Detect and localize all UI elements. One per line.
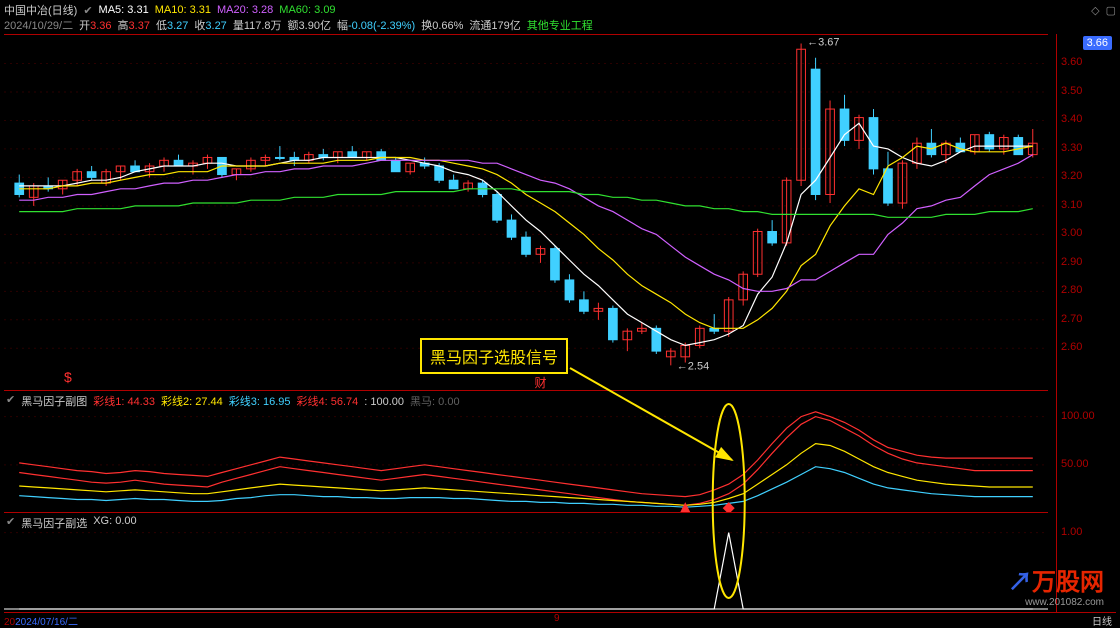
change-value: -0.08(-2.39%) — [348, 20, 415, 32]
open-label: 开 — [79, 20, 90, 32]
svg-text:财: 财 — [534, 376, 546, 390]
footer-date: 2024/07/16/二 — [15, 617, 78, 628]
price-badge: 3.66 — [1083, 36, 1112, 50]
sub2-legend-label: XG: — [93, 515, 112, 527]
low-value: 3.27 — [167, 20, 188, 32]
ma20-label: MA20: — [217, 4, 249, 16]
maximize-icon[interactable]: ▢ — [1106, 4, 1116, 17]
sub1-title: 黑马因子副图 — [21, 393, 87, 409]
check-icon: ✔ — [83, 4, 92, 17]
svg-text:←2.54: ←2.54 — [677, 360, 709, 372]
open-value: 3.36 — [90, 20, 111, 32]
ma60-value: 3.09 — [314, 4, 335, 16]
dollar-marker: $ — [64, 369, 72, 385]
header-bar-2: 2024/10/29/二 开3.36 高3.37 低3.27 收3.27 量11… — [4, 17, 1116, 33]
sub2-title: 黑马因子副选 — [21, 515, 87, 531]
high-label: 高 — [118, 20, 129, 32]
sub2-svg — [4, 513, 1048, 613]
volume-label: 量 — [233, 20, 244, 32]
footer-bar: 202024/07/16/二 9 日线 — [4, 612, 1116, 626]
restore-icon[interactable]: ◇ — [1091, 4, 1099, 17]
svg-text:←3.67: ←3.67 — [807, 37, 839, 49]
stock-title: 中国中冶(日线) — [4, 2, 77, 18]
check-icon: ✔ — [6, 393, 15, 409]
watermark-text: 万股网 — [1032, 569, 1104, 596]
change-label: 幅 — [337, 20, 348, 32]
close-value: 3.27 — [205, 20, 226, 32]
sub2-title-row: ✔ 黑马因子副选 XG: 0.00 — [6, 515, 137, 531]
sub1-pane[interactable]: ✔ 黑马因子副图 彩线1: 44.33彩线2: 27.44彩线3: 16.95彩… — [4, 390, 1048, 512]
low-label: 低 — [156, 20, 167, 32]
check-icon: ✔ — [6, 515, 15, 531]
float-label: 流通 — [469, 20, 491, 32]
annotation-text: 黑马因子选股信号 — [430, 350, 558, 367]
annotation-box: 黑马因子选股信号 — [420, 338, 568, 374]
float-value: 179亿 — [491, 20, 520, 32]
main-chart-pane[interactable]: ←3.67 ←2.54 财 $ — [4, 34, 1048, 390]
watermark-url: www.201082.com — [1008, 597, 1104, 608]
close-label: 收 — [194, 20, 205, 32]
sub2-legend-value: 0.00 — [115, 515, 136, 527]
sub1-svg — [4, 391, 1048, 513]
main-yaxis: 2.602.702.802.903.003.103.203.303.403.50… — [1056, 34, 1116, 390]
footer-left: 20 — [4, 617, 15, 628]
amount-value: 3.90亿 — [299, 20, 331, 32]
ma60-label: MA60: — [279, 4, 311, 16]
ma5-label: MA5: — [99, 4, 125, 16]
ma10-value: 3.31 — [190, 4, 211, 16]
volume-value: 117.8万 — [244, 20, 282, 32]
ma10-label: MA10: — [155, 4, 187, 16]
sub1-title-row: ✔ 黑马因子副图 彩线1: 44.33彩线2: 27.44彩线3: 16.95彩… — [6, 393, 466, 409]
sub1-yaxis: 50.00100.00 — [1056, 390, 1116, 512]
watermark-logo: ↗万股网 www.201082.com — [1008, 562, 1104, 608]
header-bar-1: 中国中冶(日线) ✔ MA5: 3.31 MA10: 3.31 MA20: 3.… — [4, 2, 1116, 18]
amount-label: 额 — [288, 20, 299, 32]
industry-value: 其他专业工程 — [527, 17, 593, 33]
ma20-value: 3.28 — [252, 4, 273, 16]
high-value: 3.37 — [129, 20, 150, 32]
header-date: 2024/10/29/二 — [4, 17, 73, 33]
ma5-value: 3.31 — [127, 4, 148, 16]
turnover-value: 0.66% — [432, 20, 463, 32]
turnover-label: 换 — [421, 20, 432, 32]
footer-mid: 9 — [554, 613, 560, 624]
sub2-pane[interactable]: ✔ 黑马因子副选 XG: 0.00 — [4, 512, 1048, 612]
